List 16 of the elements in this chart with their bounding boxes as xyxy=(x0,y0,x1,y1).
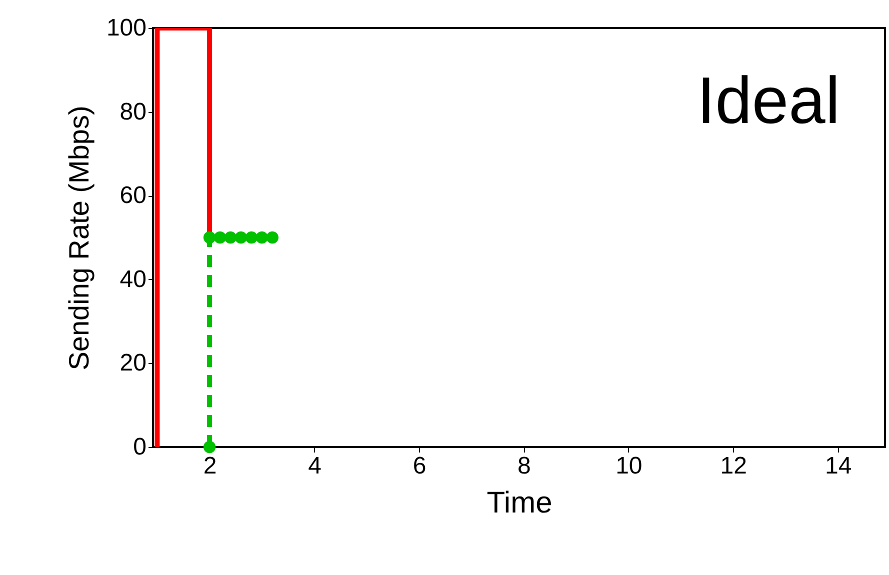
y-tick-label: 0 xyxy=(133,434,146,460)
y-tick-label: 60 xyxy=(120,182,146,210)
x-tick-label: 14 xyxy=(825,452,852,480)
y-axis-title: Sending Rate (Mbps) xyxy=(63,106,94,370)
x-tick-label: 2 xyxy=(203,452,217,480)
y-tick-label: 80 xyxy=(120,98,146,126)
x-tick-label: 10 xyxy=(616,452,642,480)
annotation: Ideal xyxy=(696,63,840,137)
x-tick-label: 8 xyxy=(518,452,531,480)
y-tick-label: 100 xyxy=(106,14,146,42)
x-axis-title: Time xyxy=(486,486,552,520)
y-tick-label: 20 xyxy=(120,350,146,377)
x-tick-label: 12 xyxy=(720,452,748,480)
x-tick-label: 4 xyxy=(308,452,322,480)
x-tick-label: 6 xyxy=(412,452,426,480)
y-tick-label: 40 xyxy=(120,266,146,293)
